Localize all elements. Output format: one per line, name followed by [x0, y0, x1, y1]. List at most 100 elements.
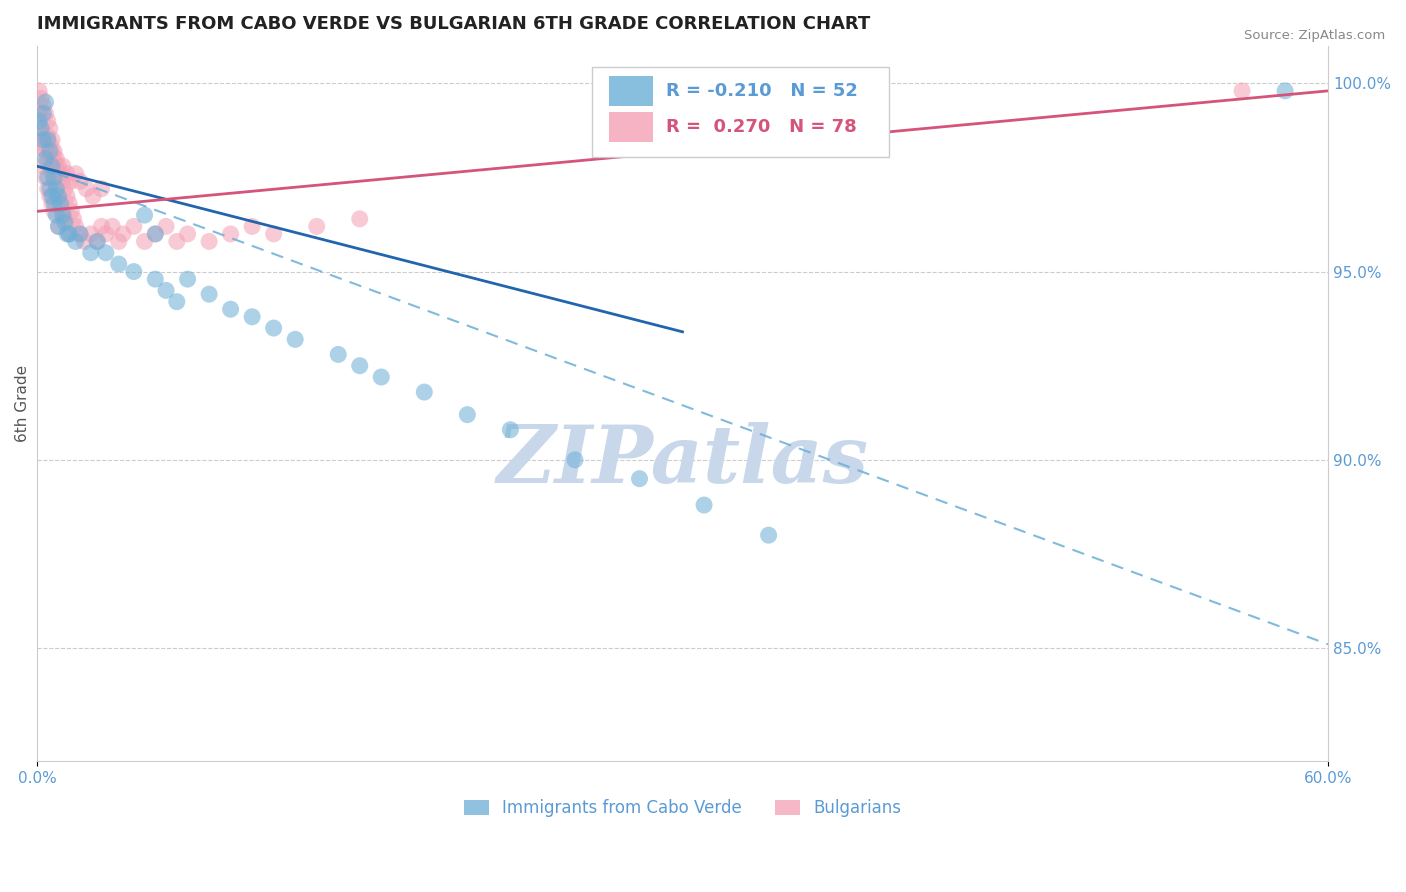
Point	[48, 189, 70, 203]
Point	[53, 216, 76, 230]
Point	[28, 84, 51, 98]
Point	[32, 133, 55, 147]
Point	[58, 227, 80, 241]
Point	[143, 227, 166, 241]
Point	[564, 453, 586, 467]
Point	[28, 114, 51, 128]
Point	[30, 121, 52, 136]
Point	[30, 91, 52, 105]
Point	[45, 208, 67, 222]
Point	[52, 208, 75, 222]
Point	[38, 144, 60, 158]
Point	[44, 152, 66, 166]
Point	[111, 227, 134, 241]
Point	[41, 196, 63, 211]
Point	[37, 114, 59, 128]
Point	[240, 219, 263, 234]
Point	[69, 227, 91, 241]
Point	[60, 204, 83, 219]
Point	[80, 245, 103, 260]
Point	[90, 182, 112, 196]
Point	[44, 204, 66, 219]
Point	[413, 385, 436, 400]
Point	[52, 159, 75, 173]
Point	[37, 182, 59, 196]
Point	[86, 235, 108, 249]
Point	[56, 167, 79, 181]
Point	[48, 219, 70, 234]
Point	[41, 144, 63, 158]
Point	[155, 284, 177, 298]
Point	[143, 227, 166, 241]
Point	[49, 167, 72, 181]
Point	[48, 189, 70, 203]
Point	[48, 159, 70, 173]
Point	[60, 174, 83, 188]
Point	[38, 182, 60, 196]
Point	[86, 235, 108, 249]
Text: Source: ZipAtlas.com: Source: ZipAtlas.com	[1244, 29, 1385, 42]
Point	[198, 235, 221, 249]
Point	[69, 227, 91, 241]
Point	[48, 219, 70, 234]
Point	[45, 159, 67, 173]
Point	[49, 196, 72, 211]
Point	[370, 370, 392, 384]
Point	[134, 208, 156, 222]
Point	[37, 133, 59, 147]
Point	[499, 423, 522, 437]
Point	[65, 235, 87, 249]
Point	[155, 219, 177, 234]
Point	[101, 219, 124, 234]
Point	[41, 159, 63, 173]
Point	[41, 189, 63, 203]
Point	[34, 144, 56, 158]
Point	[328, 347, 350, 361]
Point	[52, 174, 75, 188]
FancyBboxPatch shape	[609, 112, 652, 142]
Point	[58, 227, 80, 241]
Point	[134, 235, 156, 249]
Point	[73, 235, 96, 249]
Point	[32, 106, 55, 120]
Point	[240, 310, 263, 324]
Y-axis label: 6th Grade: 6th Grade	[15, 365, 30, 442]
Text: IMMIGRANTS FROM CABO VERDE VS BULGARIAN 6TH GRADE CORRELATION CHART: IMMIGRANTS FROM CABO VERDE VS BULGARIAN …	[37, 15, 870, 33]
Point	[349, 359, 371, 373]
Legend: Immigrants from Cabo Verde, Bulgarians: Immigrants from Cabo Verde, Bulgarians	[464, 799, 901, 817]
Point	[62, 211, 84, 226]
Point	[34, 152, 56, 166]
Point	[107, 257, 129, 271]
Point	[176, 227, 198, 241]
Point	[166, 294, 188, 309]
Point	[34, 170, 56, 185]
Point	[49, 196, 72, 211]
Point	[34, 106, 56, 120]
Point	[41, 133, 63, 147]
Point	[32, 159, 55, 173]
Point	[198, 287, 221, 301]
Point	[1274, 84, 1296, 98]
Point	[1230, 84, 1253, 98]
Point	[94, 245, 117, 260]
Point	[37, 129, 59, 144]
Point	[758, 528, 780, 542]
Point	[28, 106, 51, 120]
Point	[349, 211, 371, 226]
Text: ZIPatlas: ZIPatlas	[496, 422, 869, 500]
Point	[456, 408, 478, 422]
Point	[32, 133, 55, 147]
Point	[263, 321, 285, 335]
Point	[38, 136, 60, 151]
Point	[82, 189, 104, 203]
Point	[38, 159, 60, 173]
Point	[44, 174, 66, 188]
Point	[65, 219, 87, 234]
Text: R = -0.210   N = 52: R = -0.210 N = 52	[666, 82, 858, 101]
Point	[38, 121, 60, 136]
Point	[58, 196, 80, 211]
Point	[30, 121, 52, 136]
Point	[305, 219, 328, 234]
Point	[284, 332, 307, 346]
Point	[37, 170, 59, 185]
